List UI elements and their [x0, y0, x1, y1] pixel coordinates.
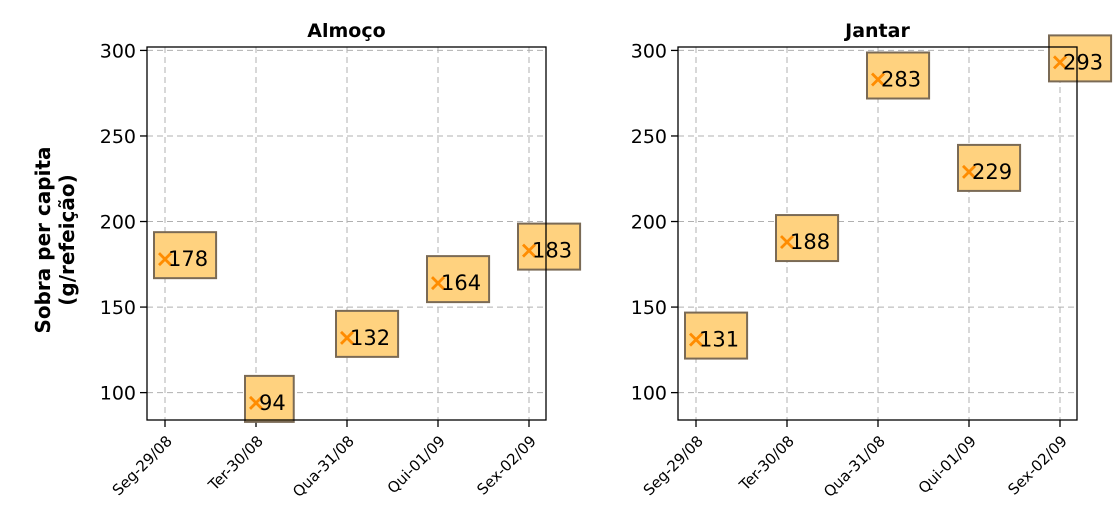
- data-label: 188: [790, 230, 830, 254]
- data-label: 131: [699, 328, 739, 352]
- y-tick-label: 300: [631, 40, 667, 62]
- data-label: 183: [532, 239, 572, 263]
- y-tick-label: 200: [631, 212, 667, 234]
- data-label-box: [426, 255, 491, 304]
- data-label-box: [684, 311, 749, 360]
- data-label: 164: [441, 271, 481, 295]
- data-point-marker: [962, 164, 976, 179]
- y-tick-label: 300: [100, 40, 136, 62]
- x-tick-label: Qui-01/09: [915, 432, 980, 497]
- x-tick-label: Qua-31/08: [289, 432, 358, 501]
- data-label-box: [335, 309, 400, 358]
- y-tick-label: 250: [631, 126, 667, 148]
- x-tick-label: Ter-30/08: [735, 432, 798, 495]
- data-label-box: [1048, 34, 1113, 83]
- data-points: 131 188 283 229 293: [684, 34, 1113, 360]
- data-point-marker: [249, 395, 263, 410]
- data-label-box: [153, 231, 218, 280]
- data-label: 229: [972, 160, 1012, 184]
- data-label: 293: [1063, 50, 1103, 74]
- data-label: 132: [350, 326, 390, 350]
- data-label-box: [517, 222, 582, 271]
- panel-almoco: 100 150 200 250 300 Seg-29/08 Ter-30/08 Qua-31/…: [100, 20, 582, 501]
- data-point-marker: [158, 252, 172, 267]
- data-point-marker: [340, 330, 354, 345]
- y-tick-label: 150: [631, 297, 667, 319]
- data-label: 94: [259, 391, 286, 415]
- panel-title: Jantar: [843, 20, 910, 42]
- data-point-marker: [871, 72, 885, 87]
- data-label-box: [775, 214, 840, 263]
- panel-title: Almoço: [307, 20, 385, 42]
- panel-jantar: 100 150 200 250 300 Seg-29/08 Ter-30/08 Qua-31/…: [631, 20, 1113, 501]
- y-tick-label: 250: [100, 126, 136, 148]
- y-tick-label: 100: [631, 383, 667, 405]
- data-label-box: [957, 143, 1022, 192]
- y-axis-label: Sobra per capita (g/refeição): [31, 146, 79, 333]
- x-tick-label: Qua-31/08: [820, 432, 889, 501]
- data-point-marker: [1053, 55, 1067, 70]
- data-point-marker: [522, 243, 536, 258]
- data-label: 283: [881, 68, 921, 92]
- data-point-marker: [431, 276, 445, 291]
- data-point-marker: [780, 235, 794, 250]
- x-tick-label: Seg-29/08: [640, 432, 707, 499]
- x-tick-label: Ter-30/08: [204, 432, 267, 495]
- y-axis-label-line-1: Sobra per capita: [31, 146, 55, 333]
- data-label-box: [866, 51, 931, 100]
- x-tick-label: Sex-02/09: [1004, 432, 1070, 498]
- x-tick-label: Sex-02/09: [473, 432, 539, 498]
- data-point-marker: [689, 332, 703, 347]
- plot-frame: [146, 46, 547, 421]
- x-tick-label: Qui-01/09: [384, 432, 449, 497]
- data-points: 178 94 132 164 183: [153, 222, 582, 423]
- plot-frame: [677, 46, 1078, 421]
- y-tick-label: 100: [100, 383, 136, 405]
- y-axis-label-line-2: (g/refeição): [55, 174, 79, 306]
- y-tick-label: 150: [100, 297, 136, 319]
- y-tick-label: 200: [100, 212, 136, 234]
- data-label: 178: [168, 247, 208, 271]
- x-tick-label: Seg-29/08: [109, 432, 176, 499]
